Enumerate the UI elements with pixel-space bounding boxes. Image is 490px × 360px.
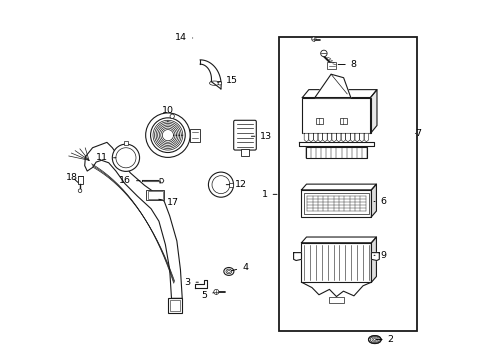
- Text: 14: 14: [175, 33, 193, 42]
- Text: 13: 13: [251, 132, 272, 141]
- Polygon shape: [304, 134, 309, 142]
- Text: 5: 5: [201, 291, 214, 300]
- Ellipse shape: [224, 267, 234, 275]
- Circle shape: [214, 289, 219, 294]
- Polygon shape: [364, 134, 368, 142]
- Bar: [279, 37, 417, 330]
- Polygon shape: [294, 253, 301, 261]
- Text: 2: 2: [376, 335, 394, 344]
- Polygon shape: [301, 184, 376, 190]
- Polygon shape: [370, 90, 377, 134]
- Polygon shape: [371, 253, 379, 261]
- Polygon shape: [314, 134, 318, 142]
- Polygon shape: [341, 134, 345, 142]
- Text: 10: 10: [162, 106, 174, 122]
- Text: 17: 17: [159, 198, 179, 207]
- Text: 8: 8: [338, 60, 357, 69]
- Ellipse shape: [226, 269, 232, 274]
- Text: 12: 12: [226, 180, 247, 189]
- Polygon shape: [345, 134, 350, 142]
- Polygon shape: [301, 237, 376, 243]
- Polygon shape: [360, 134, 364, 142]
- Polygon shape: [315, 74, 351, 98]
- Text: 4: 4: [232, 263, 248, 272]
- Circle shape: [116, 148, 136, 168]
- Bar: [168, 298, 182, 313]
- Circle shape: [212, 176, 230, 194]
- Text: 9: 9: [374, 251, 387, 260]
- Circle shape: [208, 172, 234, 197]
- Circle shape: [78, 189, 82, 193]
- Polygon shape: [355, 134, 360, 142]
- Text: 7: 7: [416, 129, 421, 138]
- Bar: [148, 192, 163, 199]
- Bar: [316, 118, 323, 124]
- Bar: [329, 297, 343, 303]
- Polygon shape: [309, 134, 314, 142]
- Bar: [304, 193, 368, 214]
- Polygon shape: [322, 134, 327, 142]
- Text: 3: 3: [184, 278, 198, 287]
- Polygon shape: [332, 134, 337, 142]
- Polygon shape: [327, 134, 332, 142]
- Polygon shape: [337, 134, 341, 142]
- Text: 6: 6: [374, 197, 387, 206]
- Bar: [302, 98, 370, 134]
- Text: 15: 15: [217, 76, 238, 85]
- Circle shape: [218, 81, 221, 85]
- Circle shape: [146, 113, 190, 157]
- Bar: [124, 140, 128, 145]
- Circle shape: [170, 114, 174, 118]
- Bar: [190, 129, 200, 141]
- Bar: [241, 149, 249, 156]
- Bar: [77, 176, 82, 184]
- Text: 1: 1: [262, 190, 277, 199]
- Bar: [228, 183, 233, 187]
- Bar: [147, 190, 164, 201]
- Circle shape: [312, 37, 316, 41]
- Text: 18: 18: [66, 173, 78, 183]
- Ellipse shape: [368, 336, 381, 343]
- Circle shape: [112, 144, 140, 171]
- Text: 16: 16: [119, 176, 140, 185]
- FancyBboxPatch shape: [234, 120, 256, 150]
- Polygon shape: [200, 60, 221, 89]
- Bar: [301, 190, 371, 217]
- Polygon shape: [299, 141, 374, 146]
- Polygon shape: [371, 237, 376, 282]
- Bar: [327, 62, 337, 69]
- Polygon shape: [302, 90, 377, 98]
- Circle shape: [150, 118, 185, 153]
- Text: 11: 11: [96, 153, 116, 162]
- Polygon shape: [371, 184, 376, 217]
- Bar: [301, 243, 371, 282]
- Bar: [340, 118, 347, 124]
- Bar: [306, 147, 367, 158]
- Polygon shape: [195, 280, 207, 288]
- Polygon shape: [318, 134, 322, 142]
- Polygon shape: [350, 134, 355, 142]
- Polygon shape: [85, 142, 182, 298]
- Circle shape: [320, 50, 327, 57]
- Bar: [170, 301, 180, 311]
- Polygon shape: [160, 179, 164, 183]
